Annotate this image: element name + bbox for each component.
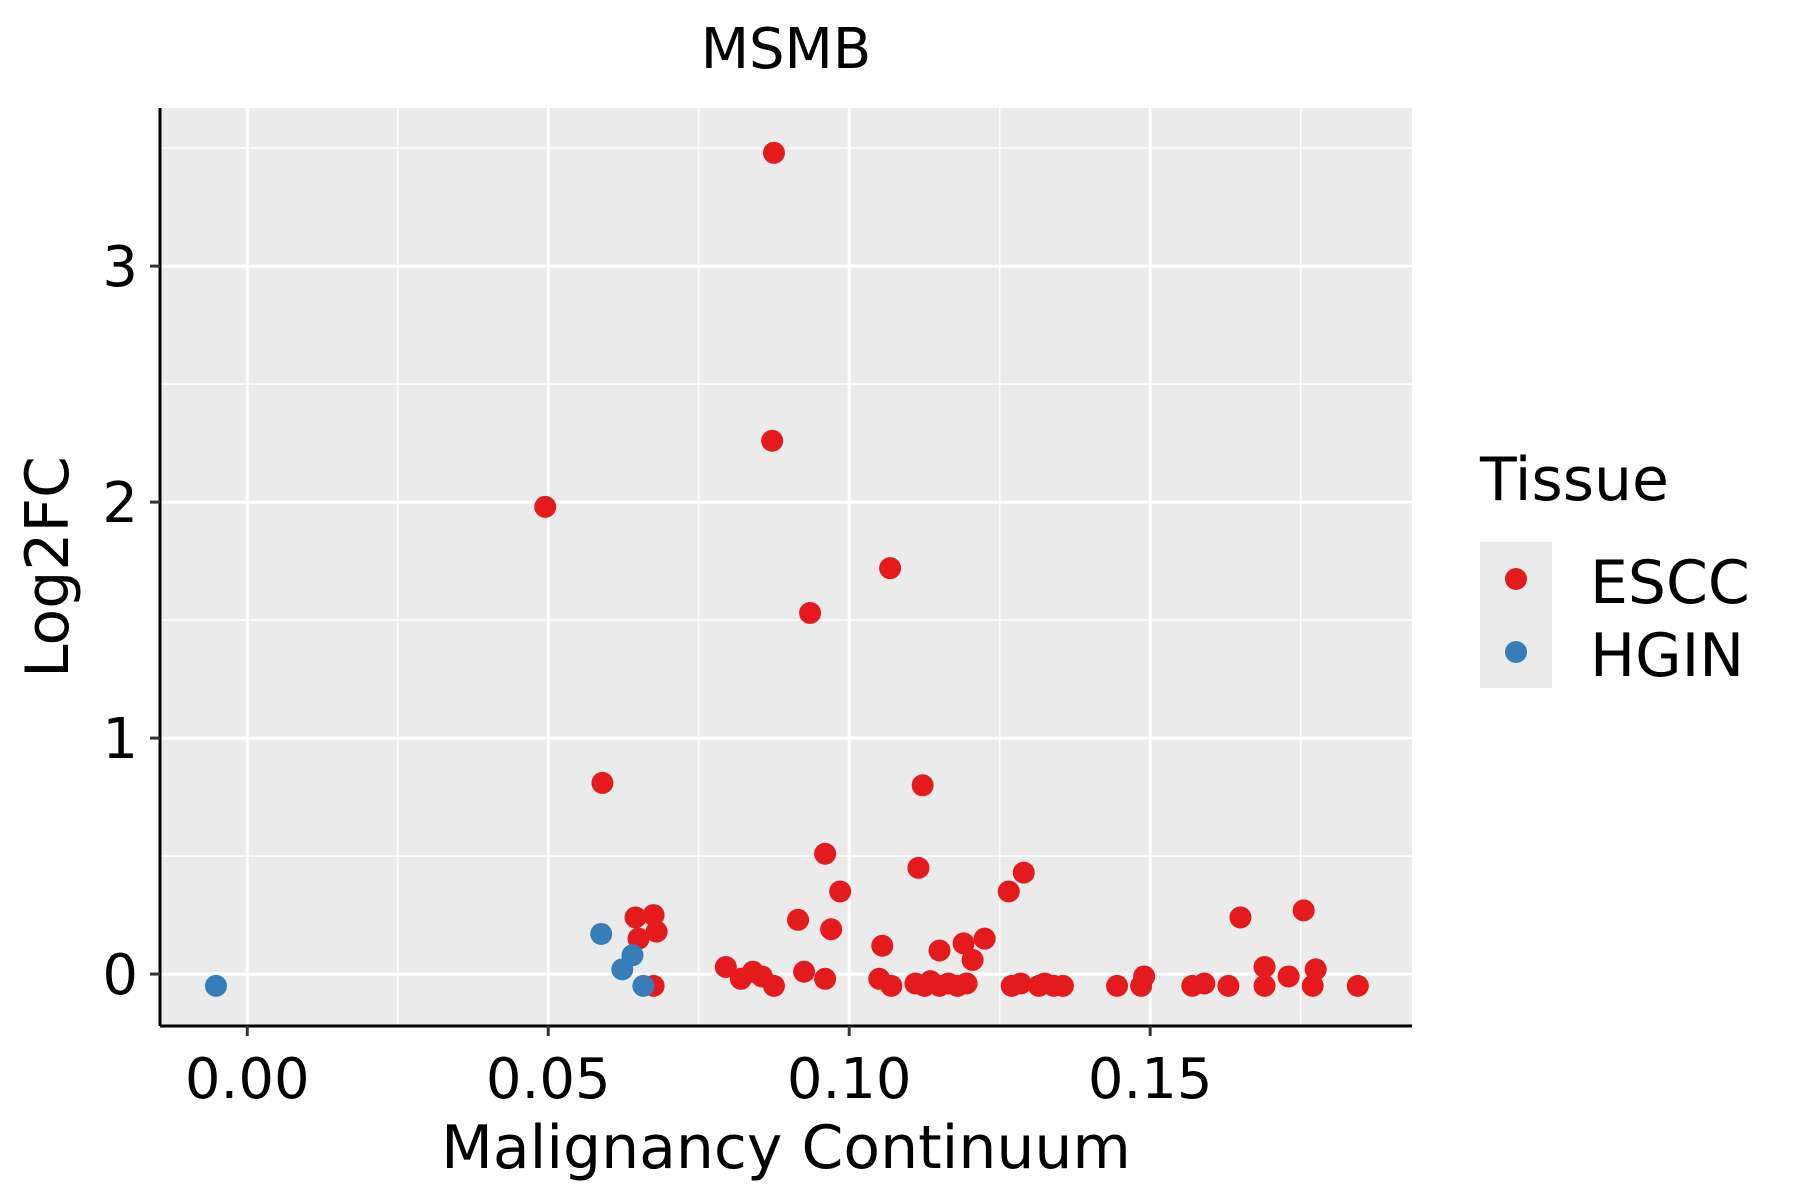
point-escc: [814, 842, 837, 865]
point-hgin: [632, 974, 655, 997]
y-tick-label: 1: [102, 707, 138, 772]
point-escc: [761, 429, 784, 452]
point-hgin: [204, 974, 227, 997]
point-escc: [1301, 974, 1324, 997]
legend-key-escc: [1505, 568, 1527, 590]
x-tick-label: 0.05: [486, 1047, 611, 1112]
point-escc: [871, 934, 894, 957]
point-escc: [624, 906, 647, 929]
grid-minor: [160, 108, 1412, 1026]
y-tick-label: 3: [102, 235, 138, 300]
legend-label-hgin: HGIN: [1590, 621, 1744, 691]
point-escc: [879, 557, 902, 580]
point-escc: [793, 960, 816, 983]
point-escc: [1346, 974, 1369, 997]
point-escc: [1292, 899, 1315, 922]
point-escc: [961, 948, 984, 971]
legend: Tissue ESCC HGIN: [1479, 445, 1750, 691]
x-tick-label: 0.15: [1088, 1047, 1213, 1112]
point-escc: [973, 927, 996, 950]
legend-title: Tissue: [1479, 445, 1669, 515]
point-escc: [1051, 974, 1074, 997]
point-escc: [534, 495, 557, 518]
point-hgin: [611, 958, 634, 981]
point-escc: [1130, 974, 1153, 997]
point-escc: [642, 904, 665, 927]
y-axis-ticks: 0 1 2 3: [102, 235, 160, 1008]
y-tick-label: 2: [102, 471, 138, 536]
point-escc: [1193, 972, 1216, 995]
point-escc: [1009, 972, 1032, 995]
point-escc: [1012, 861, 1035, 884]
point-escc: [762, 141, 785, 164]
x-axis-label: Malignancy Continuum: [441, 1113, 1131, 1183]
point-escc: [997, 880, 1020, 903]
plot-panel: [160, 108, 1412, 1026]
point-hgin: [590, 922, 613, 945]
point-escc: [1253, 974, 1276, 997]
point-escc: [911, 774, 934, 797]
legend-key-background: [1480, 542, 1552, 688]
point-escc: [799, 602, 822, 625]
point-escc: [729, 967, 752, 990]
point-escc: [787, 908, 810, 931]
point-escc: [952, 932, 975, 955]
point-escc: [1106, 974, 1129, 997]
point-escc: [820, 918, 843, 941]
point-escc: [829, 880, 852, 903]
point-escc: [880, 974, 903, 997]
legend-label-escc: ESCC: [1590, 548, 1750, 618]
point-escc: [591, 771, 614, 794]
point-escc: [1229, 906, 1252, 929]
data-points: [204, 141, 1369, 997]
point-escc: [645, 920, 668, 943]
legend-key-hgin: [1505, 641, 1527, 663]
point-escc: [814, 967, 837, 990]
point-escc: [1217, 974, 1240, 997]
y-axis-label: Log2FC: [13, 456, 83, 678]
y-tick-label: 0: [102, 943, 138, 1008]
point-escc: [928, 939, 951, 962]
point-escc: [762, 974, 785, 997]
chart-title: MSMB: [701, 17, 872, 82]
point-escc: [714, 956, 737, 979]
point-escc: [907, 856, 930, 879]
x-tick-label: 0.00: [185, 1047, 310, 1112]
x-axis-ticks: 0.00 0.05 0.10 0.15: [185, 1026, 1213, 1112]
point-escc: [1277, 965, 1300, 988]
x-tick-label: 0.10: [787, 1047, 912, 1112]
point-escc: [627, 927, 650, 950]
point-escc: [1253, 956, 1276, 979]
point-escc: [1304, 958, 1327, 981]
point-escc: [955, 972, 978, 995]
